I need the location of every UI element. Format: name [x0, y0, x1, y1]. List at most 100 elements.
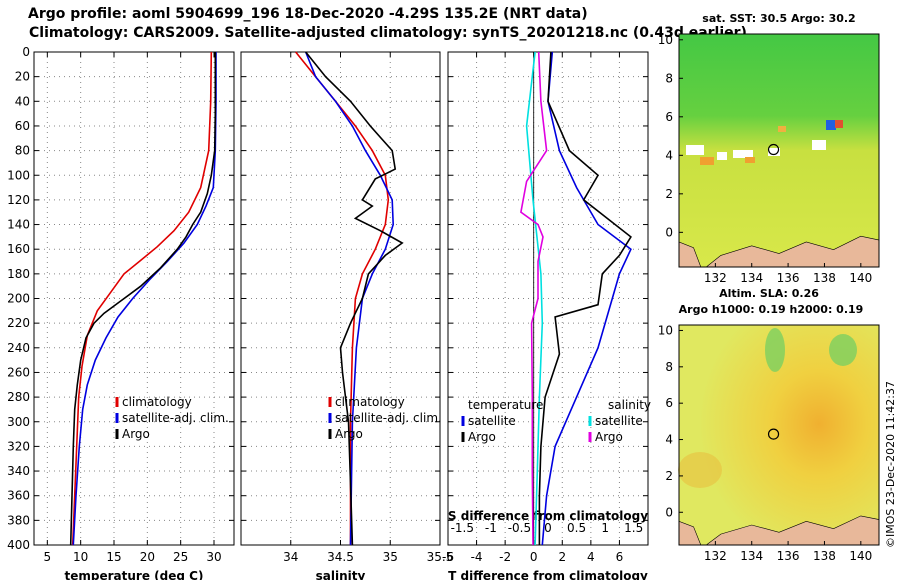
- legend-label: satellite: [468, 414, 516, 428]
- y-tick-label: 160: [7, 242, 30, 256]
- x-tick-label: -2: [499, 550, 511, 564]
- map-x-tick-label: 134: [740, 549, 763, 563]
- map-frame: [678, 33, 880, 268]
- series-line-t-satellite: [541, 51, 632, 546]
- map-x-tick-label: 136: [777, 549, 800, 563]
- x-axis-label: salinity: [316, 569, 366, 580]
- map-y-tick-label: 10: [658, 33, 673, 47]
- x-tick-label: 30: [206, 550, 221, 564]
- s-diff-tick-label: -0.5: [508, 521, 531, 535]
- y-tick-label: 200: [7, 292, 30, 306]
- s-diff-tick-label: -1: [485, 521, 497, 535]
- x-tick-label: 10: [73, 550, 88, 564]
- x-tick-label: 6: [616, 550, 624, 564]
- series-line-s-argo: [520, 51, 548, 546]
- profile-panel-2: 34 34.5 35 35.5 salinity climatology satellite…: [240, 51, 454, 580]
- s-diff-axis-label: S difference from climatology: [448, 509, 648, 523]
- x-tick-label: 2: [558, 550, 566, 564]
- y-tick-label: 320: [7, 439, 30, 453]
- sst-map: 132 134 136 138 140 0 2 4 6 8 10 sat. SST: 30.5 Arg…: [658, 12, 880, 285]
- series-line-t-argo: [538, 51, 632, 545]
- map-x-tick-label: 140: [849, 549, 872, 563]
- map-x-tick-label: 138: [813, 271, 836, 285]
- y-tick-label: 380: [7, 513, 30, 527]
- cloud-mask: [686, 145, 704, 155]
- y-tick-label: 80: [15, 144, 30, 158]
- y-tick-label: 60: [15, 119, 30, 133]
- sla-high: [678, 452, 722, 488]
- y-tick-label: 120: [7, 193, 30, 207]
- legend-label: climatology: [122, 395, 192, 409]
- y-tick-label: 360: [7, 489, 30, 503]
- y-tick-label: 140: [7, 218, 30, 232]
- y-tick-label: 0: [22, 45, 30, 59]
- cloud-mask: [768, 148, 780, 156]
- x-tick-label: 4: [587, 550, 595, 564]
- legend-label: Argo: [122, 427, 150, 441]
- sst-anomaly: [826, 120, 836, 130]
- series-line-climatology: [71, 51, 213, 546]
- cloud-mask: [733, 150, 753, 158]
- map-y-tick-label: 2: [665, 187, 673, 201]
- map-x-tick-label: 134: [740, 271, 763, 285]
- y-tick-label: 240: [7, 341, 30, 355]
- sla-map-subtitle: Argo h1000: 0.19 h2000: 0.19: [679, 303, 864, 316]
- legend-label: Argo: [335, 427, 363, 441]
- y-tick-label: 20: [15, 70, 30, 84]
- map-frame: [678, 324, 880, 546]
- legend-title-salinity: salinity: [608, 398, 651, 412]
- legend-label: satellite: [595, 414, 643, 428]
- cloud-mask: [812, 140, 826, 150]
- title-line-1: Argo profile: aoml 5904699_196 18-Dec-20…: [28, 6, 588, 22]
- y-tick-label: 300: [7, 415, 30, 429]
- cloud-mask: [717, 152, 727, 160]
- map-y-tick-label: 6: [665, 396, 673, 410]
- x-tick-label: 25: [173, 550, 188, 564]
- map-y-tick-label: 2: [665, 469, 673, 483]
- map-x-tick-label: 138: [813, 549, 836, 563]
- x-tick-label: 34: [283, 550, 298, 564]
- title-line-2: Climatology: CARS2009. Satellite-adjuste…: [29, 25, 747, 41]
- profile-location-marker: [767, 143, 780, 156]
- map-x-tick-label: 136: [777, 271, 800, 285]
- series-line-argo: [69, 52, 217, 546]
- x-tick-label: 34.5: [327, 550, 354, 564]
- legend-label: Argo: [595, 430, 623, 444]
- sla-map-title: Altim. SLA: 0.26: [719, 287, 819, 300]
- sst-anomaly: [700, 157, 714, 165]
- x-axis-label: T difference from climatology: [448, 569, 648, 580]
- sst-map-title: sat. SST: 30.5 Argo: 30.2: [702, 12, 855, 25]
- s-diff-tick-label: 1.5: [624, 521, 643, 535]
- x-tick-label: -6: [442, 550, 454, 564]
- legend-label: climatology: [335, 395, 405, 409]
- y-tick-label: 220: [7, 316, 30, 330]
- map-y-tick-label: 6: [665, 110, 673, 124]
- legend-label: satellite-adj. clim.: [122, 411, 229, 425]
- sst-anomaly: [835, 120, 843, 128]
- y-tick-label: 400: [7, 538, 30, 552]
- s-diff-tick-label: 0: [544, 521, 552, 535]
- map-y-tick-label: 4: [665, 148, 673, 162]
- x-tick-label: -4: [471, 550, 483, 564]
- s-diff-tick-label: -1.5: [451, 521, 474, 535]
- y-tick-label: 180: [7, 267, 30, 281]
- map-y-tick-label: 8: [665, 360, 673, 374]
- x-tick-label: 35.5: [427, 550, 454, 564]
- y-tick-label: 100: [7, 168, 30, 182]
- map-x-tick-label: 140: [849, 271, 872, 285]
- x-tick-label: 0: [530, 550, 538, 564]
- map-y-tick-label: 0: [665, 505, 673, 519]
- plot-frame: [240, 51, 441, 546]
- x-axis-label: temperature (deg C): [65, 569, 204, 580]
- profile-panel-3: -6 -4 -2 0 2 4 6 T difference from climatology -…: [442, 51, 651, 580]
- s-diff-tick-label: 0.5: [567, 521, 586, 535]
- x-tick-label: 35: [383, 550, 398, 564]
- legend-title-temperature: temperature: [468, 398, 543, 412]
- sla-low: [765, 328, 785, 372]
- legend-label: Argo: [468, 430, 496, 444]
- map-x-tick-label: 132: [704, 271, 727, 285]
- map-y-tick-label: 10: [658, 323, 673, 337]
- sst-anomaly: [778, 126, 786, 132]
